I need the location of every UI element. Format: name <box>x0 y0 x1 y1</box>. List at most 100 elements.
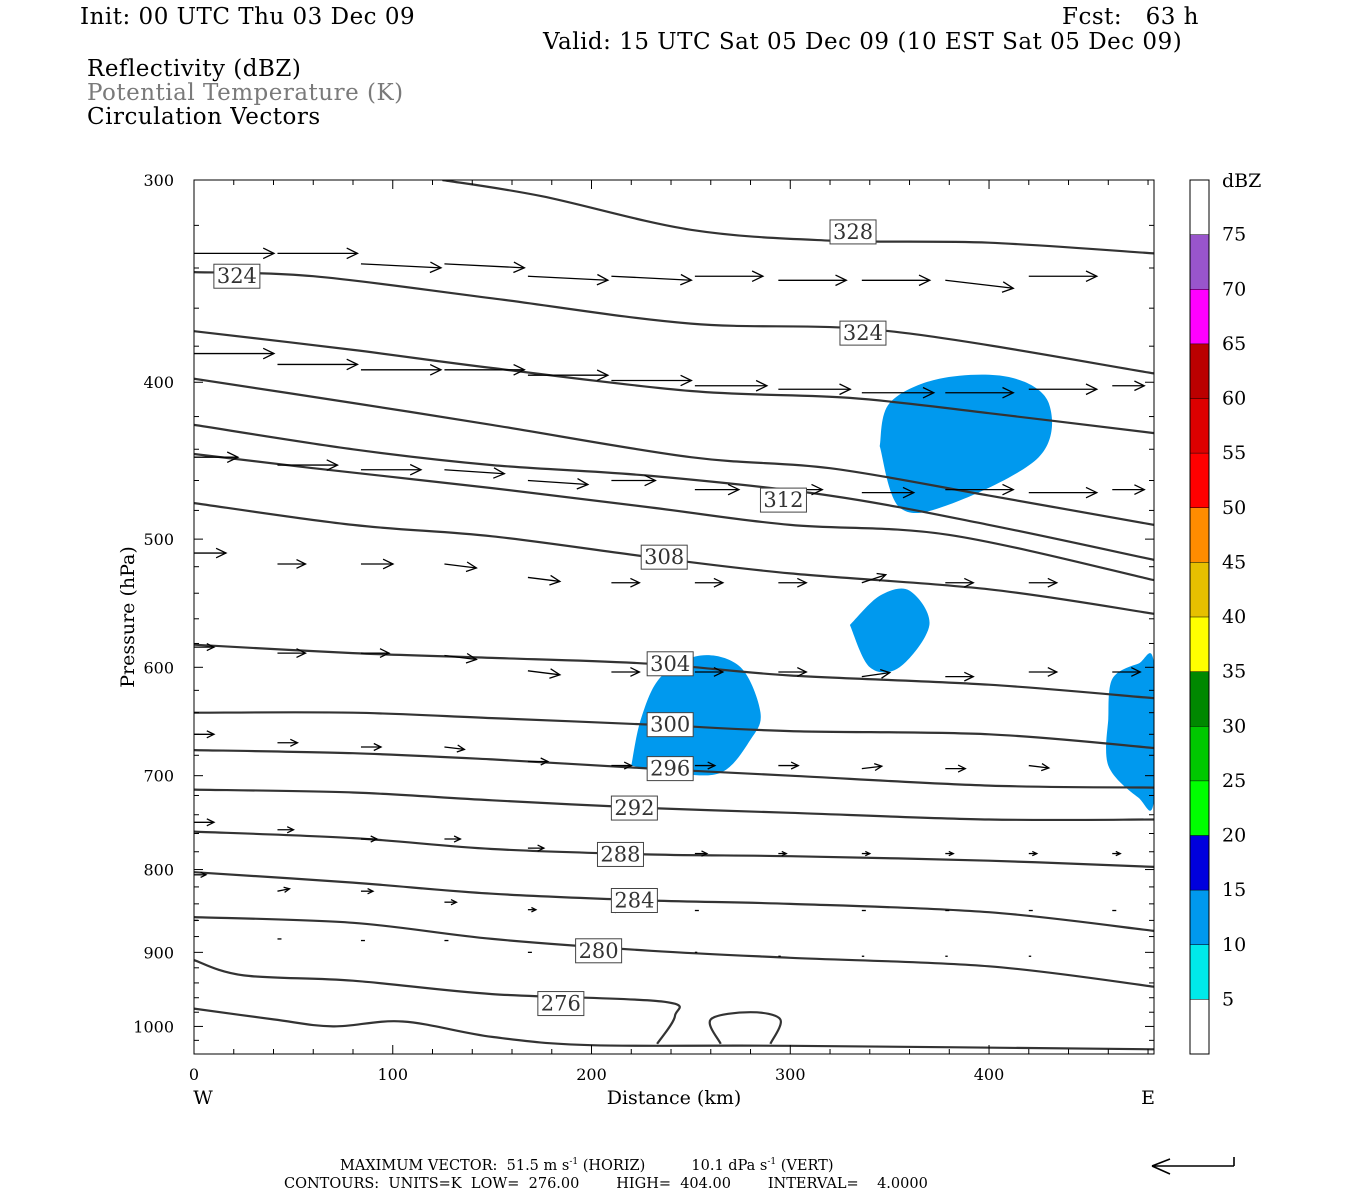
contour-label-box <box>646 712 694 738</box>
vector-arrowhead <box>790 761 800 770</box>
contour-label-box <box>596 841 644 867</box>
contour-label-box <box>610 795 658 821</box>
theta-contour <box>194 959 681 1045</box>
vector-arrowhead <box>596 369 610 381</box>
vector-arrowhead <box>296 648 307 658</box>
colorbar-segment <box>1190 671 1209 727</box>
colorbar-segment <box>1190 562 1209 617</box>
circulation-vector <box>527 275 608 281</box>
y-tick-label: 800 <box>143 861 174 880</box>
vert-exponent: -1 <box>767 1157 777 1167</box>
x-axis-label: Distance (km) <box>607 1087 742 1109</box>
y-tick-label: 500 <box>143 530 174 549</box>
circulation-vector <box>360 263 441 269</box>
vector-layer <box>194 247 1146 957</box>
vector-arrowhead <box>1001 281 1015 293</box>
colorbar-segment <box>1190 726 1209 781</box>
field-potential-temperature: Potential Temperature (K) <box>87 80 404 106</box>
vector-arrowhead <box>286 826 295 834</box>
contour-info: CONTOURS: UNITS=K LOW= 276.00 HIGH= 404.… <box>284 1176 928 1192</box>
contour-label: 304 <box>650 652 690 676</box>
contour-label: 280 <box>579 939 619 963</box>
vector-arrowhead <box>1085 486 1099 499</box>
circulation-vector <box>444 746 465 751</box>
contour-label: 296 <box>650 757 690 781</box>
theta-contour <box>442 180 1154 255</box>
colorbar-segment <box>1190 890 1209 945</box>
vector-arrowhead <box>797 577 808 588</box>
dbz-colorbar: 5 10 15 20 25 30 35 40 45 50 55 60 65 70 75 <box>1189 179 1246 1055</box>
contour-label: 300 <box>650 713 690 737</box>
vector-arrowhead <box>1134 484 1146 495</box>
vector-arrowhead <box>713 667 725 677</box>
west-label: W <box>193 1087 213 1109</box>
colorbar-segment <box>1190 180 1209 235</box>
east-label: E <box>1141 1087 1155 1109</box>
vector-arrowhead <box>1002 483 1015 496</box>
colorbar-label: 55 <box>1222 442 1246 464</box>
vector-arrowhead <box>549 574 562 586</box>
field-circulation-vectors: Circulation Vectors <box>87 104 321 130</box>
vector-arrowhead <box>873 762 884 772</box>
x-tick-label: 0 <box>189 1065 199 1084</box>
vector-arrowhead <box>623 761 633 770</box>
vector-arrowhead <box>865 850 872 857</box>
colorbar-label: 45 <box>1222 551 1246 573</box>
vector-arrowhead <box>465 652 478 664</box>
vector-arrowhead <box>1032 850 1039 857</box>
vector-arrowhead <box>751 270 765 282</box>
vector-arrowhead <box>453 835 462 843</box>
colorbar-segment <box>1190 234 1209 290</box>
y-axis-label: Pressure (hPa) <box>117 546 139 688</box>
vector-arrowhead <box>200 871 208 878</box>
theta-contour <box>194 830 1154 868</box>
vector-arrowhead <box>1134 380 1146 392</box>
vector-arrowhead <box>367 888 375 895</box>
plot-frame <box>193 179 1155 1055</box>
colorbar-label: 50 <box>1222 497 1246 519</box>
colorbar-segment <box>1190 398 1209 454</box>
contour-label: 292 <box>614 796 654 820</box>
contour-label: 284 <box>614 888 654 912</box>
colorbar-label: 65 <box>1222 333 1246 355</box>
vector-arrowhead <box>1115 850 1122 857</box>
vector-arrowhead <box>540 757 550 766</box>
colorbar-segment <box>1190 944 1209 1000</box>
vector-arrowhead <box>781 850 788 857</box>
vector-arrowhead <box>964 577 975 588</box>
vector-arrowhead <box>326 459 339 471</box>
vector-arrowhead <box>755 379 769 392</box>
vector-arrowhead <box>576 478 590 490</box>
vector-arrowhead <box>215 547 228 559</box>
circulation-vector <box>1028 764 1049 769</box>
colorbar-segment <box>1190 343 1209 399</box>
vector-arrowhead <box>346 358 359 371</box>
vector-arrowhead <box>839 383 852 396</box>
circulation-vector <box>861 671 890 678</box>
vector-arrowhead <box>727 483 741 496</box>
vector-arrowhead <box>1047 577 1059 588</box>
vector-arrowhead <box>797 667 808 677</box>
vector-arrowhead <box>713 577 725 588</box>
circulation-vector <box>861 765 882 770</box>
vector-arrowhead <box>513 364 526 376</box>
theta-contour <box>194 271 1154 375</box>
theta-contour <box>194 452 1154 582</box>
colorbar-label: 5 <box>1222 988 1234 1010</box>
vector-arrowhead <box>835 274 848 287</box>
vector-arrowhead <box>429 364 443 376</box>
circulation-vector <box>945 279 1014 289</box>
reflectivity-cell <box>631 655 761 776</box>
theta-contour <box>194 423 1154 561</box>
colorbar-label: 20 <box>1222 825 1246 847</box>
vector-arrowhead <box>226 451 240 463</box>
colorbar-segment <box>1190 507 1209 563</box>
vector-arrowhead <box>596 273 610 286</box>
vector-arrowhead <box>964 671 975 682</box>
vector-arrowhead <box>450 899 458 906</box>
colorbar-segment <box>1190 999 1209 1054</box>
y-tick-label: 600 <box>143 658 174 677</box>
vector-arrowhead <box>373 742 383 752</box>
vector-arrowhead <box>1131 667 1142 677</box>
colorbar-label: 35 <box>1222 661 1246 683</box>
